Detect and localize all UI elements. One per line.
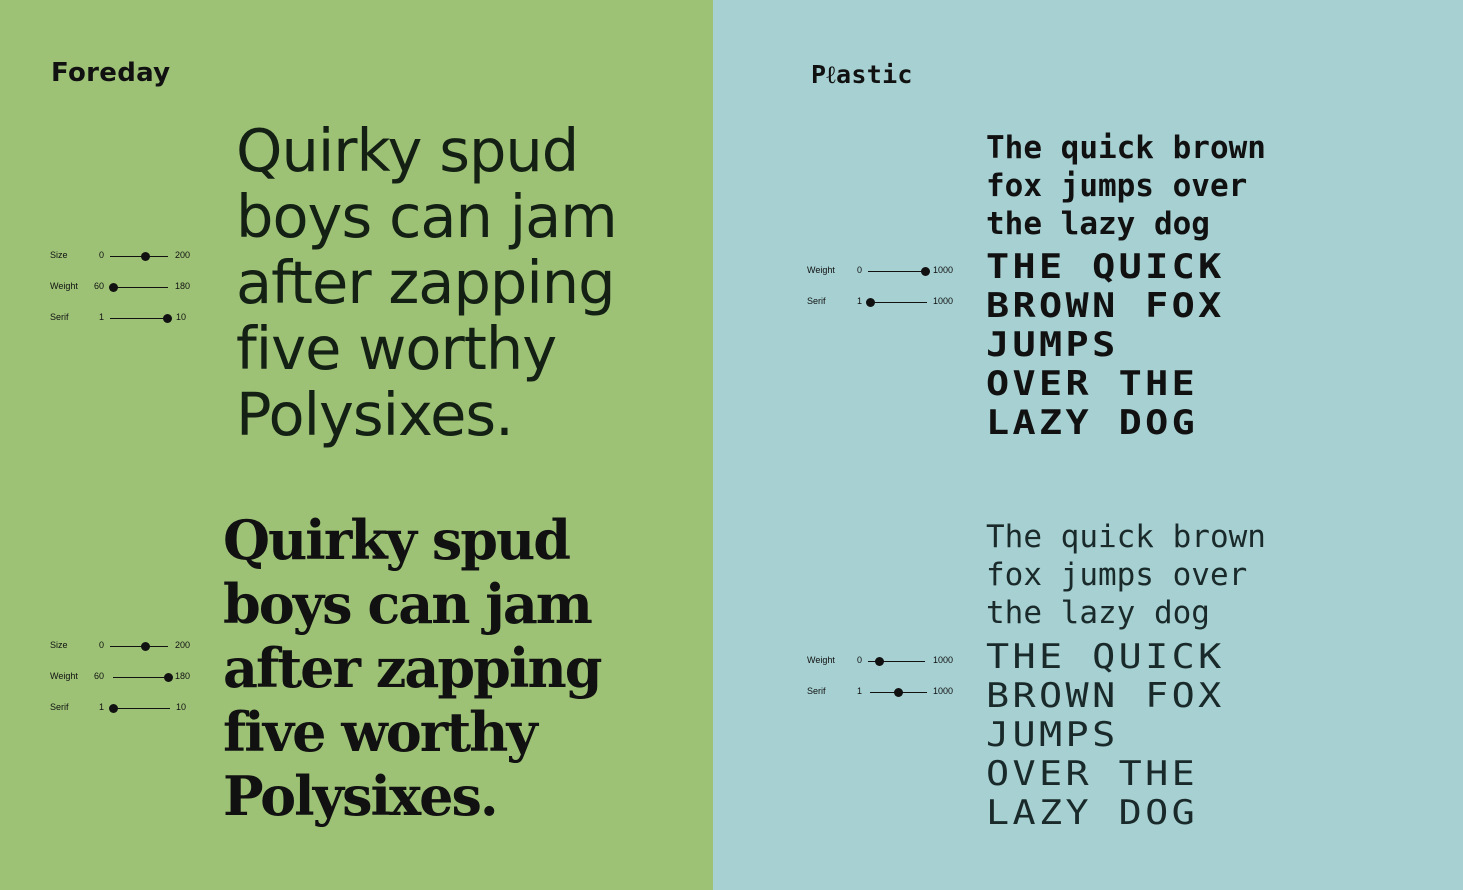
slider-max: 1000 xyxy=(933,655,954,665)
slider-min: 0 xyxy=(98,640,104,650)
slider-min: 0 xyxy=(856,655,862,665)
slider-max: 10 xyxy=(176,702,187,712)
size-slider-track[interactable] xyxy=(110,256,168,257)
serif-slider-knob[interactable] xyxy=(109,704,118,713)
serif-slider-track[interactable] xyxy=(110,318,167,319)
plastic-bold-caps-specimen: THE QUICK BROWN FOX JUMPS OVER THE LAZY … xyxy=(986,247,1225,443)
slider-min: 60 xyxy=(93,281,104,291)
slider-max: 1000 xyxy=(933,686,954,696)
serif-slider-knob[interactable] xyxy=(163,314,172,323)
weight-slider-track[interactable] xyxy=(113,287,168,288)
slider-max: 200 xyxy=(175,640,191,650)
plastic-light-lowercase-specimen: The quick brown fox jumps over the lazy … xyxy=(986,519,1266,631)
slider-min: 60 xyxy=(93,671,104,681)
slider-min: 1 xyxy=(98,312,104,322)
size-slider-knob[interactable] xyxy=(140,252,150,261)
slider-label: Serif xyxy=(807,686,826,696)
slider-label: Serif xyxy=(50,312,69,322)
foreday-bold-specimen: Quirky spud boys can jam after zapping f… xyxy=(223,508,602,828)
slider-label: Serif xyxy=(50,702,69,712)
slider-max: 1000 xyxy=(933,296,954,306)
slider-label: Weight xyxy=(807,265,835,275)
serif-slider-knob[interactable] xyxy=(866,298,875,307)
slider-label: Size xyxy=(50,640,68,650)
slider-max: 180 xyxy=(175,671,191,681)
serif-slider-track[interactable] xyxy=(113,708,170,709)
slider-min: 0 xyxy=(856,265,862,275)
slider-label: Weight xyxy=(807,655,835,665)
slider-min: 1 xyxy=(856,686,862,696)
font-title: Pℓastic xyxy=(811,60,913,89)
weight-slider-knob[interactable] xyxy=(164,673,173,682)
slider-label: Weight xyxy=(50,281,78,291)
plastic-panel: Pℓastic Weight 0 1000 Serif 1 1000 The q… xyxy=(713,0,1463,890)
slider-min: 1 xyxy=(98,702,104,712)
foreday-light-specimen: Quirky spud boys can jam after zapping f… xyxy=(236,116,618,449)
slider-label: Size xyxy=(50,250,68,260)
plastic-light-caps-specimen: THE QUICK BROWN FOX JUMPS OVER THE LAZY … xyxy=(986,637,1225,833)
slider-max: 1000 xyxy=(933,265,954,275)
weight-slider-knob[interactable] xyxy=(875,657,885,666)
font-title: Foreday xyxy=(51,58,171,88)
weight-slider-track[interactable] xyxy=(868,271,925,272)
slider-max: 10 xyxy=(176,312,187,322)
foreday-panel: Foreday Size 0 200 Weight 60 180 Serif 1… xyxy=(0,0,713,890)
serif-slider-track[interactable] xyxy=(870,302,927,303)
slider-min: 1 xyxy=(856,296,862,306)
slider-max: 180 xyxy=(175,281,191,291)
slider-max: 200 xyxy=(175,250,191,260)
size-slider-track[interactable] xyxy=(110,646,168,647)
slider-min: 0 xyxy=(98,250,104,260)
serif-slider-knob[interactable] xyxy=(894,688,904,697)
slider-label: Weight xyxy=(50,671,78,681)
size-slider-knob[interactable] xyxy=(140,642,150,651)
weight-slider-track[interactable] xyxy=(868,661,925,662)
weight-slider-knob[interactable] xyxy=(109,283,118,292)
slider-label: Serif xyxy=(807,296,826,306)
weight-slider-track[interactable] xyxy=(113,677,168,678)
plastic-bold-lowercase-specimen: The quick brown fox jumps over the lazy … xyxy=(986,130,1266,242)
weight-slider-knob[interactable] xyxy=(921,267,930,276)
